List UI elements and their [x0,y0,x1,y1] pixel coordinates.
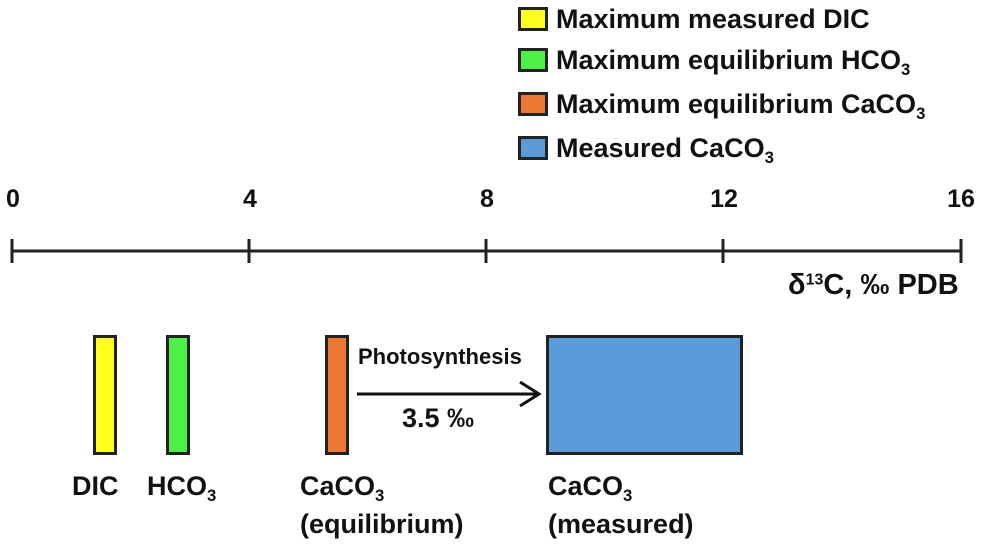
axis-title: δ13C, ‰ PDB [788,269,959,301]
label-caco3-measured-line2: (measured) [548,509,694,539]
legend-swatch-hco3 [518,48,548,72]
photosynthesis-label: Photosynthesis [358,344,522,369]
bar-hco3 [166,335,190,455]
tick-label-0: 0 [6,185,20,213]
legend-swatch-caco3-equilibrium [518,92,548,116]
bar-caco3-equilibrium [325,335,349,455]
label-hco3: HCO3 [147,471,217,505]
bar-dic [93,335,117,455]
fractionation-value: 3.5 ‰ [402,403,475,433]
tick-label-12: 12 [710,185,738,213]
axis-line [10,239,963,263]
legend-swatch-dic [518,7,548,31]
legend-swatch-caco3-measured [518,136,548,160]
label-caco3-measured: CaCO3 [548,471,633,505]
label-dic: DIC [72,471,119,501]
label-caco3-equilibrium: CaCO3 [300,471,385,505]
bar-caco3-measured [546,335,743,455]
legend-label-dic: Maximum measured DIC [556,4,870,34]
legend-label-caco3-measured: Measured CaCO3 [556,133,774,167]
label-caco3-equilibrium-line2: (equilibrium) [300,509,464,539]
tick-label-16: 16 [947,185,975,213]
photosynthesis-arrow [357,380,542,408]
legend-label-hco3: Maximum equilibrium HCO3 [556,45,911,79]
legend-label-caco3-equilibrium: Maximum equilibrium CaCO3 [556,89,926,123]
tick-label-4: 4 [243,185,257,213]
tick-label-8: 8 [480,185,494,213]
